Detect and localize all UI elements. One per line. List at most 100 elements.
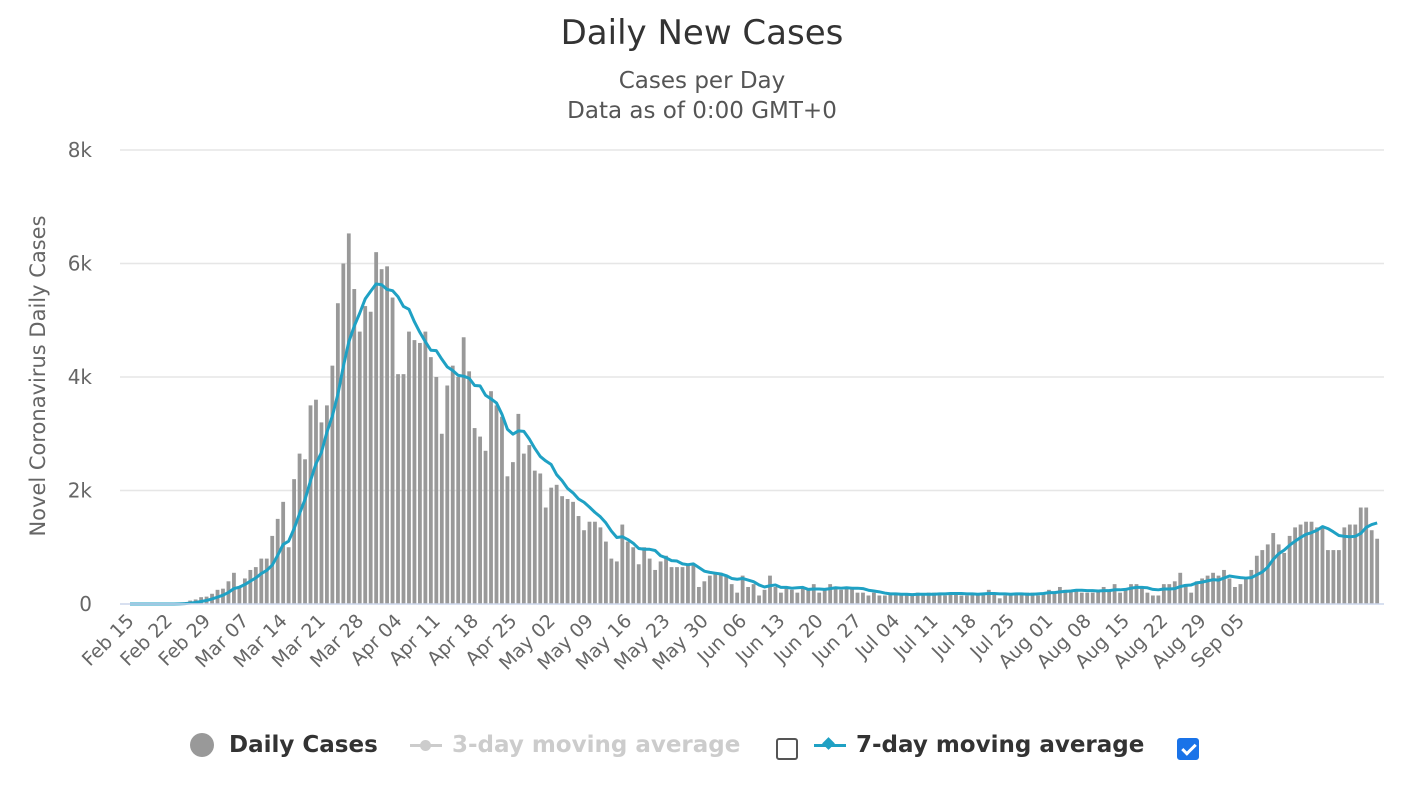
bar [587, 521, 592, 604]
bar [1304, 521, 1308, 604]
bar [264, 558, 269, 604]
bar [1298, 524, 1303, 604]
bar [1293, 527, 1298, 604]
bar [861, 592, 865, 604]
bar [603, 541, 608, 604]
bar [1249, 569, 1254, 604]
bar [554, 484, 559, 604]
bar [1364, 507, 1369, 604]
bar [614, 561, 619, 604]
bar [811, 584, 816, 604]
bar [806, 589, 811, 604]
bar [691, 564, 696, 604]
bar [647, 558, 652, 604]
x-tick-label: Jul 11 [889, 610, 943, 664]
bar [1183, 584, 1188, 604]
bar [762, 589, 767, 604]
bar [385, 266, 389, 604]
bar [1320, 527, 1325, 604]
bar [789, 589, 794, 604]
bar [850, 586, 854, 604]
bar [374, 252, 379, 604]
bar [450, 365, 455, 604]
bar [511, 462, 515, 605]
bar [325, 405, 329, 605]
bar [1211, 572, 1215, 604]
bar [1353, 524, 1358, 604]
checkbox-3-day-moving-average[interactable] [776, 738, 798, 760]
bar [292, 479, 296, 604]
bar [1090, 592, 1095, 604]
bar [1036, 595, 1040, 604]
bar [396, 374, 400, 604]
bar [516, 413, 521, 604]
bar [904, 595, 909, 604]
bar [543, 507, 548, 604]
bar [434, 377, 439, 604]
bar [855, 592, 860, 604]
bar [412, 340, 417, 604]
bar [1265, 544, 1270, 604]
bar [1254, 555, 1259, 604]
bar [560, 496, 565, 604]
bar [1058, 586, 1062, 604]
bar [636, 564, 641, 604]
bar [1107, 589, 1112, 604]
bar [1063, 589, 1068, 604]
bar [1096, 589, 1101, 604]
bar [822, 589, 827, 604]
bar [352, 289, 357, 604]
bar [844, 586, 849, 604]
bar [1342, 527, 1347, 604]
bar [970, 592, 975, 604]
bar [456, 377, 461, 604]
bar [1047, 589, 1051, 604]
bar [483, 450, 488, 604]
bar [439, 433, 444, 604]
legend-item-daily-cases[interactable]: Daily Cases [190, 720, 378, 770]
bar [1309, 521, 1314, 604]
y-tick-label: 0 [79, 592, 92, 616]
bar [308, 405, 313, 605]
bar [363, 306, 368, 604]
bar [1227, 578, 1232, 604]
bar [1161, 584, 1166, 604]
y-axis-label: Novel Coronavirus Daily Cases [26, 215, 50, 536]
bar [686, 564, 690, 604]
bar [997, 598, 1002, 604]
y-tick-label: 8k [68, 138, 93, 162]
bar [357, 331, 362, 604]
bar [335, 303, 340, 604]
circle-icon [190, 733, 214, 757]
bar [718, 572, 723, 604]
bar [1134, 584, 1139, 604]
bar [1260, 550, 1265, 604]
bar [702, 581, 707, 604]
bar [1140, 586, 1144, 604]
chart-subtitle-line-1: Cases per Day [619, 68, 786, 94]
legend-item-7-day-moving-average[interactable]: 7-day moving average [814, 720, 1144, 770]
bar [401, 374, 406, 604]
legend-item-3-day-moving-average[interactable]: 3-day moving average [410, 720, 740, 770]
bar [303, 459, 307, 604]
bar [538, 473, 543, 604]
bar [893, 592, 898, 604]
legend-label-daily-cases: Daily Cases [229, 732, 378, 758]
bar [576, 516, 581, 604]
bar [286, 547, 291, 604]
bar [1238, 584, 1243, 604]
legend-label-7-day-moving-average: 7-day moving average [856, 732, 1145, 758]
bar [658, 561, 663, 604]
bar [746, 586, 751, 604]
bar [330, 365, 335, 604]
bar [915, 592, 920, 604]
bar [532, 470, 537, 604]
bar [275, 518, 280, 605]
bar [1118, 592, 1122, 604]
bar [833, 586, 838, 604]
bar [642, 547, 647, 604]
bar [800, 586, 805, 604]
checkbox-7-day-moving-average[interactable] [1177, 738, 1199, 760]
bar [1030, 592, 1035, 604]
bar [866, 595, 871, 604]
